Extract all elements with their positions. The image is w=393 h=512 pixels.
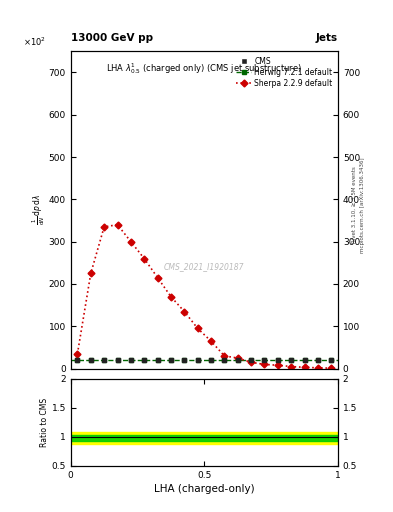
Text: LHA $\lambda^{1}_{0.5}$ (charged only) (CMS jet substructure): LHA $\lambda^{1}_{0.5}$ (charged only) (… [107, 61, 302, 76]
Text: Rivet 3.1.10, ≥ 3.5M events: Rivet 3.1.10, ≥ 3.5M events [352, 166, 357, 243]
Text: 13000 GeV pp: 13000 GeV pp [71, 33, 153, 44]
Text: CMS_2021_I1920187: CMS_2021_I1920187 [164, 263, 244, 271]
Y-axis label: Ratio to CMS: Ratio to CMS [40, 398, 49, 447]
Y-axis label: $\frac{1}{\mathrm{d}N}\,\mathrm{d}p\,\mathrm{d}\lambda$: $\frac{1}{\mathrm{d}N}\,\mathrm{d}p\,\ma… [31, 195, 47, 225]
Text: mcplots.cern.ch [arXiv:1306.3436]: mcplots.cern.ch [arXiv:1306.3436] [360, 157, 365, 252]
Text: $\times10^2$: $\times10^2$ [23, 36, 46, 48]
Legend: CMS, Herwig 7.2.1 default, Sherpa 2.2.9 default: CMS, Herwig 7.2.1 default, Sherpa 2.2.9 … [233, 53, 336, 91]
X-axis label: LHA (charged-only): LHA (charged-only) [154, 484, 255, 494]
Text: Jets: Jets [316, 33, 338, 44]
